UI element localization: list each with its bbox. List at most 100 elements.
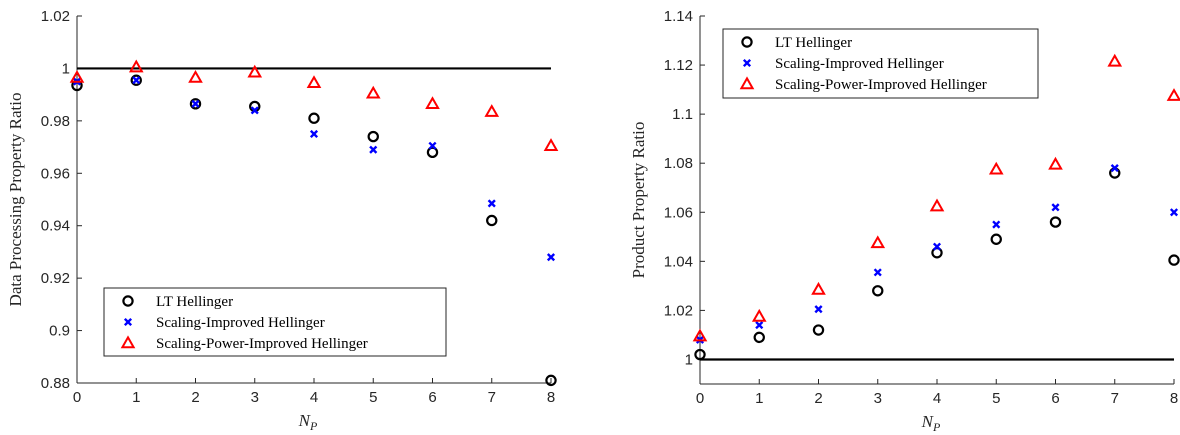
data-point [814,305,823,314]
x-tick-label: 8 [1170,390,1178,407]
x-tick-label: 6 [428,389,436,406]
y-tick-label: 1.02 [664,302,693,319]
x-tick-label: 7 [1111,390,1119,407]
data-point [428,141,437,150]
y-tick-label: 1 [62,60,70,77]
data-point [191,99,200,108]
series-scaling-power-improved-hellinger [692,53,1180,342]
x-tick-label: 2 [814,390,822,407]
data-point [1168,254,1180,266]
x-tick-label: 2 [191,389,199,406]
legend-label: Scaling-Improved Hellinger [775,56,944,72]
x-axis-title: NP [298,411,318,433]
legend-marker [120,335,136,349]
y-tick-label: 1.12 [664,57,693,74]
legend-marker [741,36,753,48]
x-tick-label: 3 [251,389,259,406]
x-tick-label: 0 [73,389,81,406]
x-axis-title-subscript: P [932,420,941,434]
data-point [1166,88,1180,101]
x-tick-label: 1 [132,389,140,406]
data-point [365,85,381,99]
legend-box [722,28,1039,99]
x-tick-label: 5 [369,389,377,406]
y-tick-label: 0.96 [41,165,70,182]
x-tick-label: 0 [696,390,704,407]
data-point [811,281,826,295]
data-point [543,138,559,151]
y-tick-label: 0.88 [41,375,70,392]
data-point [812,324,825,336]
y-tick-label: 1.1 [672,106,693,123]
data-point [128,59,144,73]
y-tick-label: 0.98 [41,113,70,130]
y-axis-title: Product Property Ratio [629,122,648,279]
legend: LT Hellinger Scaling-Improved Hellinger Sc… [722,28,1039,99]
data-point [990,233,1002,245]
data-point [1048,156,1063,170]
legend-marker [122,295,134,307]
y-tick-label: 1.06 [664,204,693,221]
data-point [1049,216,1062,228]
data-point [250,106,259,115]
legend-marker [739,76,755,90]
chart-product-property: 0 1 2 3 4 5 6 7 811.021.041.061.081.11.121.14NPP… [629,8,1180,434]
series-scaling-improved-hellinger [72,76,556,262]
y-tick-label: 1.08 [664,155,693,172]
legend-label: Scaling-Improved Hellinger [156,315,325,331]
data-point [1169,208,1179,217]
data-point [755,321,764,330]
legend-label: Scaling-Power-Improved Hellinger [156,336,368,352]
y-tick-label: 1.14 [664,8,693,25]
legend: LT Hellinger Scaling-Improved Hellinger Sc… [103,287,447,357]
x-tick-label: 5 [992,390,1000,407]
legend-label: LT Hellinger [156,294,233,310]
data-point [753,331,765,344]
legend-marker [742,58,752,68]
series-scaling-power-improved-hellinger [69,59,559,151]
data-point [425,96,440,110]
data-point [929,198,945,212]
series-lt-hellinger [694,167,1180,361]
data-point [487,199,496,208]
data-point [872,285,884,297]
legend-label: Scaling-Power-Improved Hellinger [775,77,987,93]
data-point [988,161,1004,175]
data-point [367,130,379,143]
data-point [692,328,708,342]
x-axis-title-subscript: P [309,419,318,433]
data-point [486,214,498,227]
series-lt-hellinger [71,74,557,387]
data-point [132,76,141,85]
data-point [751,308,767,322]
data-point [308,112,320,124]
data-point [1051,203,1060,212]
data-point [426,146,439,159]
legend-marker [123,317,133,327]
data-point [694,348,706,361]
data-point [546,253,556,262]
y-axis-title: Data Processing Property Ratio [6,93,25,307]
x-tick-label: 1 [755,390,763,407]
legend-label: LT Hellinger [775,35,852,51]
data-point [130,74,142,86]
x-tick-label: 4 [933,390,941,407]
data-point [873,268,882,277]
x-tick-label: 3 [874,390,882,407]
x-tick-label: 7 [488,389,496,406]
series-scaling-improved-hellinger [695,164,1179,344]
y-tick-label: 1.02 [41,8,70,25]
data-point [247,64,263,78]
x-tick-label: 8 [547,389,555,406]
chart-data-processing: 0 1 2 3 4 5 6 7 8 0.88 0.9 0.92 0.94 0.96 0.98 1 1.02 NP D… [6,8,559,433]
data-point [1107,53,1123,67]
x-tick-label: 4 [310,389,318,406]
data-point [306,75,322,89]
x-tick-label: 6 [1051,390,1059,407]
data-point [188,69,203,83]
data-point [369,145,378,154]
y-tick-label: 0.9 [49,323,70,340]
data-point [309,129,319,139]
data-point [870,235,886,249]
x-axis-title: NP [921,412,941,434]
